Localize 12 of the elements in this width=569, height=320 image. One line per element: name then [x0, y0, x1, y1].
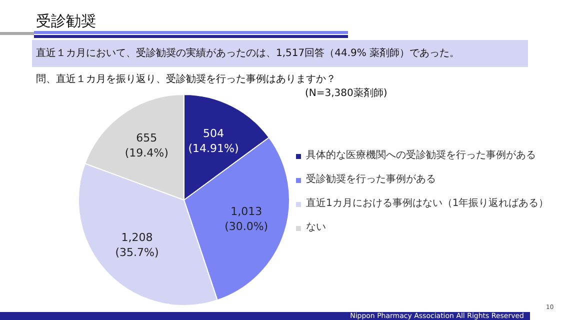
chart-title: 受診勧奨: [36, 12, 96, 31]
legend-label: 受診勧奨を行った事例がある: [306, 174, 436, 186]
data-label: 655 (19.4%): [124, 132, 168, 160]
text: (N=3,380薬剤師): [305, 86, 388, 100]
data-label: 1,013 (30.0%): [224, 205, 268, 234]
legend-label: 直近1カ月における事例はない（1年振り返ればある）: [306, 198, 549, 210]
legend-label: 具体的な医療機関への受診勧奨を行った事例がある: [306, 150, 536, 162]
chart-subtitle: 直近１カ月において、受診勧奨の実績があったのは、1,517回答（44.9% 薬剤師）であった。: [32, 40, 528, 67]
data-label: 504 (14.91%): [188, 126, 239, 155]
text: 問、直近１カ月を振り返り、受診勧奨を行った事例はありますか？: [36, 72, 336, 86]
data-label: 1,208 (35.7%): [115, 230, 159, 259]
legend-label: ない: [306, 222, 326, 234]
